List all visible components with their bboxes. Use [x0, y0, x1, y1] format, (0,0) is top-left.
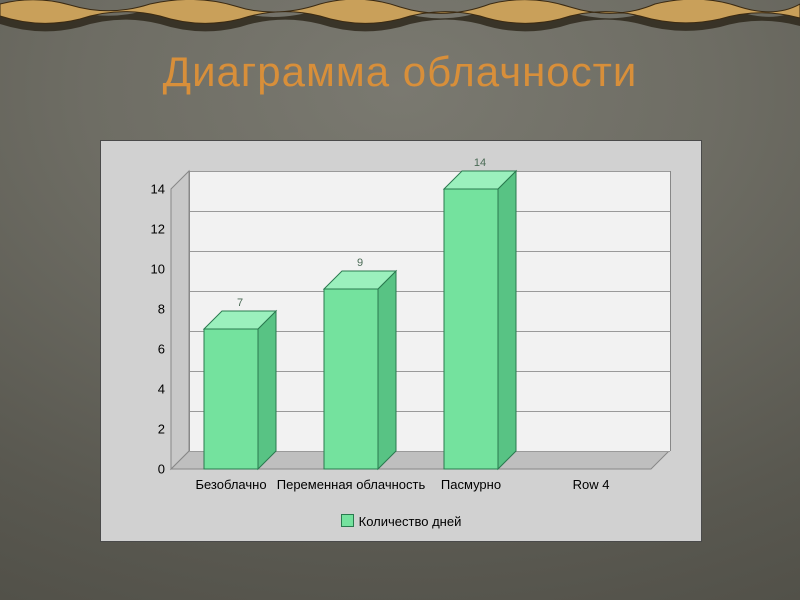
- floor-polygon: [171, 451, 669, 469]
- y-tick-label: 4: [105, 382, 165, 397]
- grid-line: [190, 291, 670, 292]
- legend-swatch: [341, 514, 354, 527]
- chart-container: 0 2 4 6 8 10 12 14 Безоблачно Переменная облачно…: [100, 140, 702, 542]
- grid-line: [190, 331, 670, 332]
- banner-path: [0, 0, 800, 23]
- bar-value-label: 14: [474, 157, 486, 169]
- legend-label: Количество дней: [359, 514, 462, 529]
- banner-stroke: [0, 0, 800, 23]
- y-tick-label: 2: [105, 422, 165, 437]
- grid-line: [190, 171, 670, 172]
- grid-line: [190, 451, 670, 452]
- y-tick-label: 12: [105, 222, 165, 237]
- bar-value-label: 7: [237, 297, 243, 309]
- y-tick-label: 6: [105, 342, 165, 357]
- x-tick-label: Пасмурно: [441, 477, 501, 492]
- plot-back-wall: [189, 171, 671, 451]
- side-wall-polygon: [171, 171, 189, 469]
- bar-value-label: 9: [357, 257, 363, 269]
- y-tick-label: 14: [105, 182, 165, 197]
- slide-title: Диаграмма облачности: [0, 48, 800, 96]
- legend: Количество дней: [101, 514, 701, 529]
- banner-top: [0, 0, 800, 32]
- slide: Диаграмма облачности 0 2 4 6 8 10 12 14 Безобла…: [0, 0, 800, 600]
- x-tick-label: Переменная облачность: [277, 477, 425, 492]
- y-tick-label: 10: [105, 262, 165, 277]
- x-tick-label: Row 4: [573, 477, 610, 492]
- x-tick-label: Безоблачно: [195, 477, 266, 492]
- grid-line: [190, 251, 670, 252]
- chart-inner: 0 2 4 6 8 10 12 14 Безоблачно Переменная облачно…: [101, 141, 701, 541]
- y-tick-label: 8: [105, 302, 165, 317]
- banner-shadow-path: [0, 4, 800, 31]
- grid-line: [190, 371, 670, 372]
- grid-line: [190, 411, 670, 412]
- grid-line: [190, 211, 670, 212]
- y-tick-label: 0: [105, 462, 165, 477]
